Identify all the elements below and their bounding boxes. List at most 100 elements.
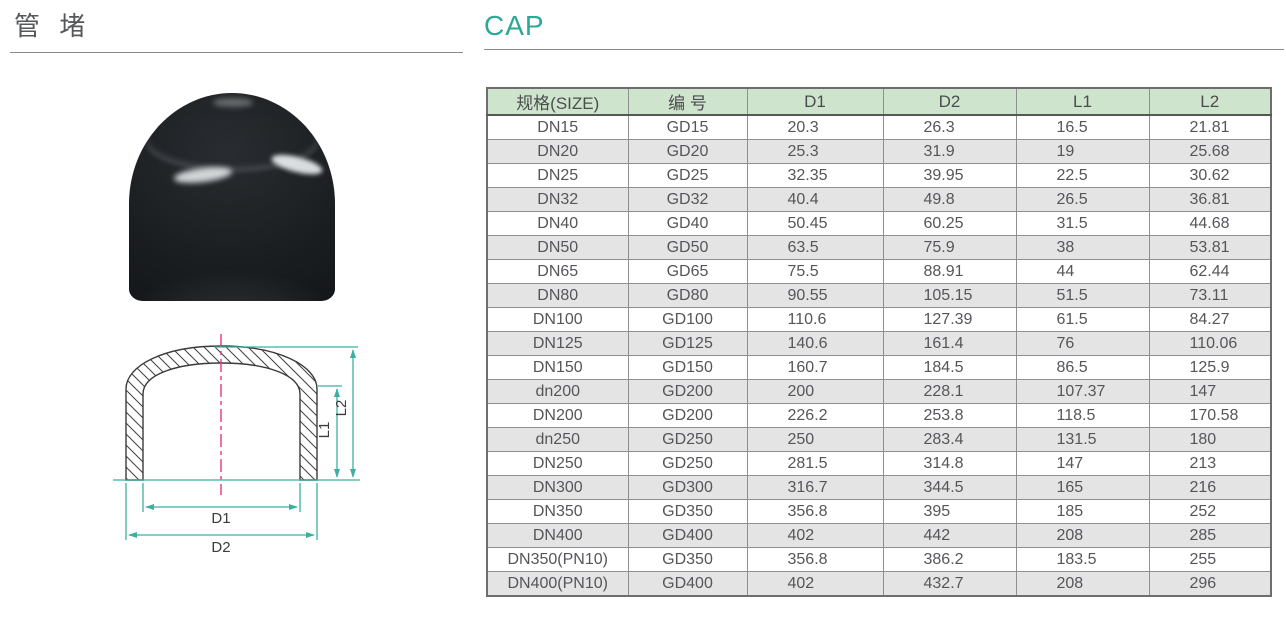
table-cell: 84.27: [1148, 307, 1272, 332]
table-cell: GD100: [627, 307, 748, 332]
cap-cross-section-diagram: D1 D2 L1 L2: [113, 334, 360, 556]
table-cell: 110.06: [1148, 331, 1272, 356]
table-row: DN80 GD80 90.55 105.15 51.5 73.11: [486, 283, 1272, 308]
header-code: 编 号: [627, 87, 748, 116]
table-row: DN125 GD125 140.6 161.4 76 110.06: [486, 331, 1272, 356]
table-cell: 26.3: [882, 114, 1017, 140]
header-l2: L2: [1148, 87, 1272, 116]
table-row: DN40 GD40 50.45 60.25 31.5 44.68: [486, 211, 1272, 236]
dimension-label-l1: L1: [316, 422, 333, 439]
table-cell: GD40: [627, 211, 748, 236]
table-row: DN350(PN10) GD350 356.8 386.2 183.5 255: [486, 547, 1272, 572]
table-cell: DN65: [486, 259, 629, 284]
table-row: DN300 GD300 316.7 344.5 165 216: [486, 475, 1272, 500]
table-cell: 386.2: [882, 547, 1017, 572]
table-cell: GD200: [627, 379, 748, 404]
dimension-lines: [113, 346, 360, 540]
table-cell: 25.68: [1148, 139, 1272, 164]
table-cell: 250: [746, 427, 884, 452]
table-cell: dn250: [486, 427, 629, 452]
table-cell: DN20: [486, 139, 629, 164]
table-cell: 21.81: [1148, 114, 1272, 140]
table-cell: 125.9: [1148, 355, 1272, 380]
table-cell: 228.1: [882, 379, 1017, 404]
table-cell: 252: [1148, 499, 1272, 524]
table-cell: GD250: [627, 427, 748, 452]
table-cell: 75.5: [746, 259, 884, 284]
table-row: DN50 GD50 63.5 75.9 38 53.81: [486, 235, 1272, 260]
table-cell: 25.3: [746, 139, 884, 164]
table-cell: DN40: [486, 211, 629, 236]
table-cell: 50.45: [746, 211, 884, 236]
table-row: DN20 GD20 25.3 31.9 19 25.68: [486, 139, 1272, 164]
table-cell: 147: [1148, 379, 1272, 404]
table-cell: GD350: [627, 499, 748, 524]
table-cell: 51.5: [1015, 283, 1150, 308]
table-cell: 105.15: [882, 283, 1017, 308]
table-cell: 36.81: [1148, 187, 1272, 212]
table-cell: 314.8: [882, 451, 1017, 476]
table-cell: 344.5: [882, 475, 1017, 500]
table-cell: GD200: [627, 403, 748, 428]
table-row: DN32 GD32 40.4 49.8 26.5 36.81: [486, 187, 1272, 212]
header-d2: D2: [882, 87, 1017, 116]
table-cell: 316.7: [746, 475, 884, 500]
table-cell: 216: [1148, 475, 1272, 500]
table-row: DN400(PN10) GD400 402 432.7 208 296: [486, 571, 1272, 597]
table-cell: 147: [1015, 451, 1150, 476]
table-cell: GD65: [627, 259, 748, 284]
table-cell: 165: [1015, 475, 1150, 500]
table-cell: 161.4: [882, 331, 1017, 356]
table-cell: GD15: [627, 114, 748, 140]
table-row: DN350 GD350 356.8 395 185 252: [486, 499, 1272, 524]
table-row: DN200 GD200 226.2 253.8 118.5 170.58: [486, 403, 1272, 428]
table-row: DN400 GD400 402 442 208 285: [486, 523, 1272, 548]
table-cell: 30.62: [1148, 163, 1272, 188]
table-cell: 53.81: [1148, 235, 1272, 260]
table-cell: DN400(PN10): [486, 571, 629, 597]
table-cell: DN50: [486, 235, 629, 260]
table-cell: DN300: [486, 475, 629, 500]
table-cell: 49.8: [882, 187, 1017, 212]
header-size: 规格(SIZE): [486, 87, 629, 116]
table-cell: 90.55: [746, 283, 884, 308]
table-cell: 88.91: [882, 259, 1017, 284]
table-cell: GD400: [627, 571, 748, 597]
table-cell: 402: [746, 571, 884, 597]
cap-shell-hatched: [125, 345, 318, 481]
table-row: DN150 GD150 160.7 184.5 86.5 125.9: [486, 355, 1272, 380]
table-cell: 208: [1015, 523, 1150, 548]
table-row: DN15 GD15 20.3 26.3 16.5 21.81: [486, 114, 1272, 140]
table-cell: 107.37: [1015, 379, 1150, 404]
table-cell: 127.39: [882, 307, 1017, 332]
table-cell: 32.35: [746, 163, 884, 188]
table-cell: 160.7: [746, 355, 884, 380]
table-cell: DN250: [486, 451, 629, 476]
table-row: DN65 GD65 75.5 88.91 44 62.44: [486, 259, 1272, 284]
table-cell: 255: [1148, 547, 1272, 572]
table-row: DN25 GD25 32.35 39.95 22.5 30.62: [486, 163, 1272, 188]
table-cell: 285: [1148, 523, 1272, 548]
table-cell: 356.8: [746, 499, 884, 524]
table-cell: DN32: [486, 187, 629, 212]
table-cell: DN80: [486, 283, 629, 308]
table-cell: 61.5: [1015, 307, 1150, 332]
table-cell: 140.6: [746, 331, 884, 356]
product-photo-cap: [129, 93, 335, 301]
table-cell: 180: [1148, 427, 1272, 452]
table-cell: GD50: [627, 235, 748, 260]
table-cell: DN100: [486, 307, 629, 332]
table-cell: 22.5: [1015, 163, 1150, 188]
table-cell: DN350: [486, 499, 629, 524]
table-cell: GD20: [627, 139, 748, 164]
table-cell: 31.9: [882, 139, 1017, 164]
table-cell: DN200: [486, 403, 629, 428]
table-row: DN100 GD100 110.6 127.39 61.5 84.27: [486, 307, 1272, 332]
photo-left-highlight: [173, 164, 233, 185]
table-cell: GD32: [627, 187, 748, 212]
dimension-label-d1: D1: [211, 510, 230, 527]
table-cell: 213: [1148, 451, 1272, 476]
table-cell: GD400: [627, 523, 748, 548]
title-divider-left: [10, 52, 463, 53]
